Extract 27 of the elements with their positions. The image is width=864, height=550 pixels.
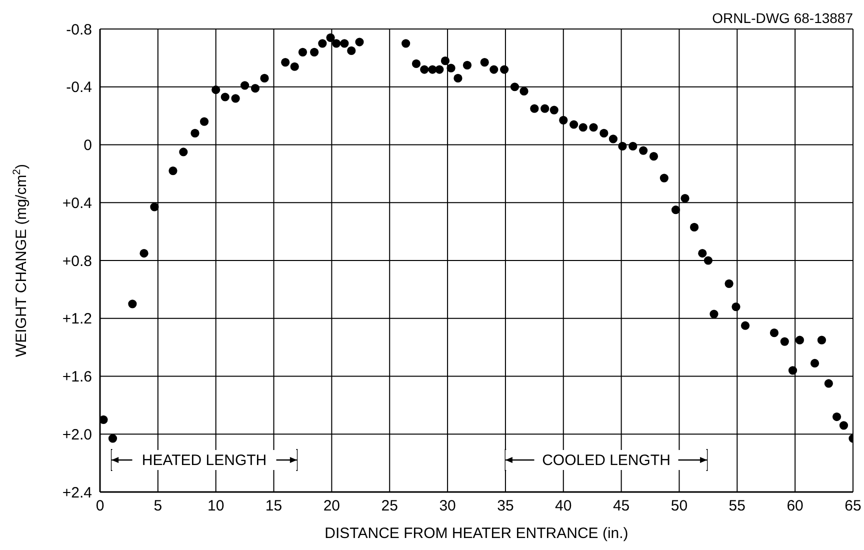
x-tick-label: 60 xyxy=(786,498,804,515)
y-tick-label: 0 xyxy=(84,137,92,154)
y-tick-label: +2.4 xyxy=(62,484,92,502)
x-tick-label: 5 xyxy=(154,498,162,515)
band-label: HEATED LENGTH xyxy=(142,452,267,469)
x-tick-label: 65 xyxy=(844,498,862,515)
y-tick-label: +1.2 xyxy=(62,310,92,328)
x-tick-label: 0 xyxy=(96,498,104,515)
x-tick-label: 30 xyxy=(439,498,456,515)
text: ORNL-DWG 68-13887 xyxy=(712,10,854,26)
x-tick-label: 40 xyxy=(555,498,572,515)
y-tick-label: +1.6 xyxy=(62,368,92,386)
x-tick-label: 55 xyxy=(728,498,746,515)
x-axis-title: DISTANCE FROM HEATER ENTRANCE (in.) xyxy=(324,525,628,542)
band-label: COOLED LENGTH xyxy=(542,452,670,469)
x-tick-label: 15 xyxy=(265,498,282,515)
x-tick-label: 20 xyxy=(323,498,340,515)
y-tick-label: +0.8 xyxy=(62,252,92,270)
y-tick-label: -0.4 xyxy=(66,79,92,96)
y-tick-label: +2.0 xyxy=(62,426,92,444)
x-tick-label: 50 xyxy=(670,498,688,515)
y-tick-label: -0.8 xyxy=(66,21,92,38)
y-tick-label: +0.4 xyxy=(62,194,92,212)
x-tick-label: 25 xyxy=(381,498,398,515)
x-tick-label: 10 xyxy=(208,498,224,515)
x-tick-label: 45 xyxy=(612,498,630,515)
x-tick-label: 35 xyxy=(497,498,514,515)
